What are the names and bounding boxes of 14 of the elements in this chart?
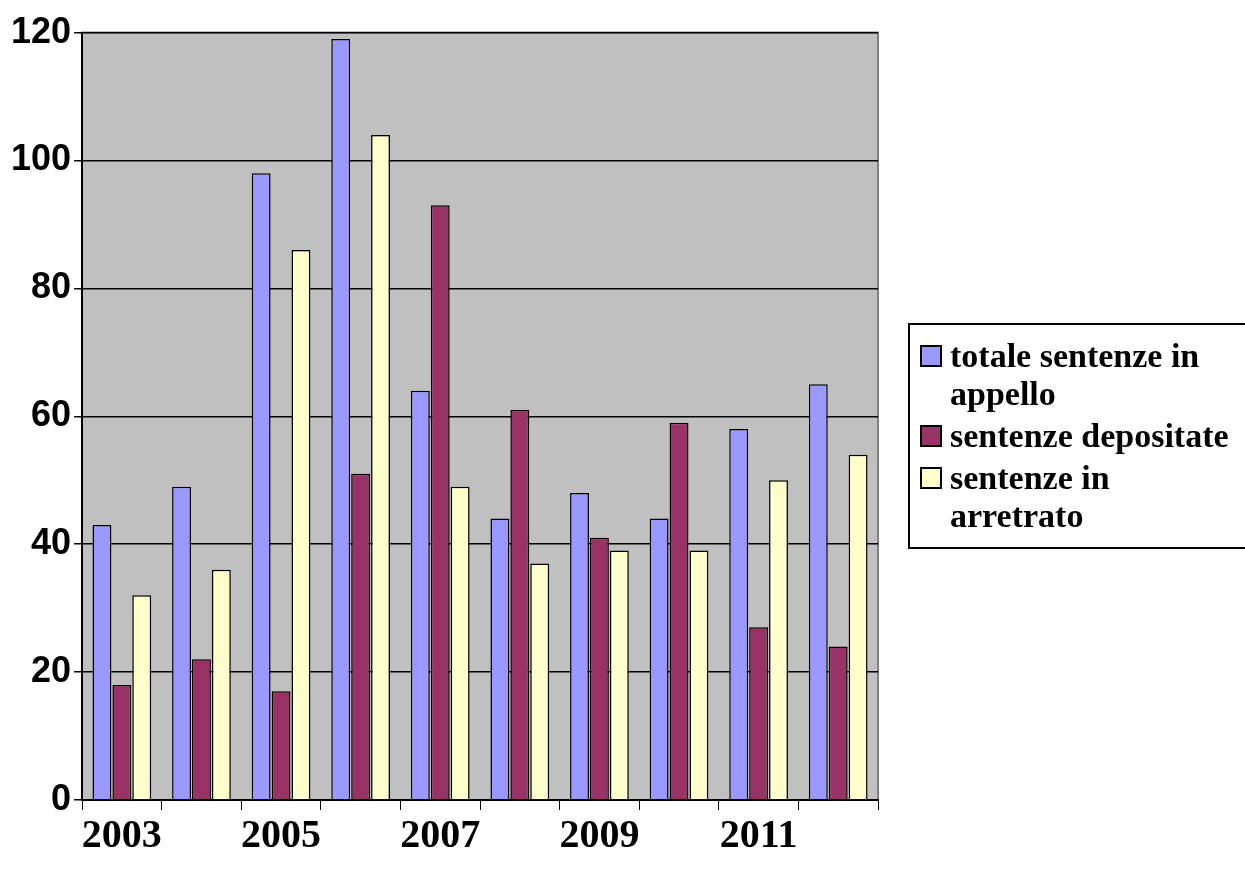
x-tick-label: 2009 [559, 811, 640, 857]
x-tick-label: 2003 [81, 811, 162, 857]
x-tick-label: 2011 [719, 811, 798, 857]
x-tick-label: 2007 [400, 811, 481, 857]
y-tick-label: 0 [51, 776, 72, 818]
legend-label: sentenze in arretrato [950, 459, 1111, 535]
y-tick-label: 40 [31, 521, 72, 563]
legend-label: sentenze depositate [950, 417, 1229, 455]
y-tick-label: 120 [10, 9, 72, 51]
y-tick-label: 100 [10, 137, 72, 179]
y-tick-label: 60 [31, 393, 72, 435]
y-tick-label: 80 [31, 265, 72, 307]
y-tick-label: 20 [31, 649, 72, 691]
x-tick-label: 2005 [241, 811, 322, 857]
